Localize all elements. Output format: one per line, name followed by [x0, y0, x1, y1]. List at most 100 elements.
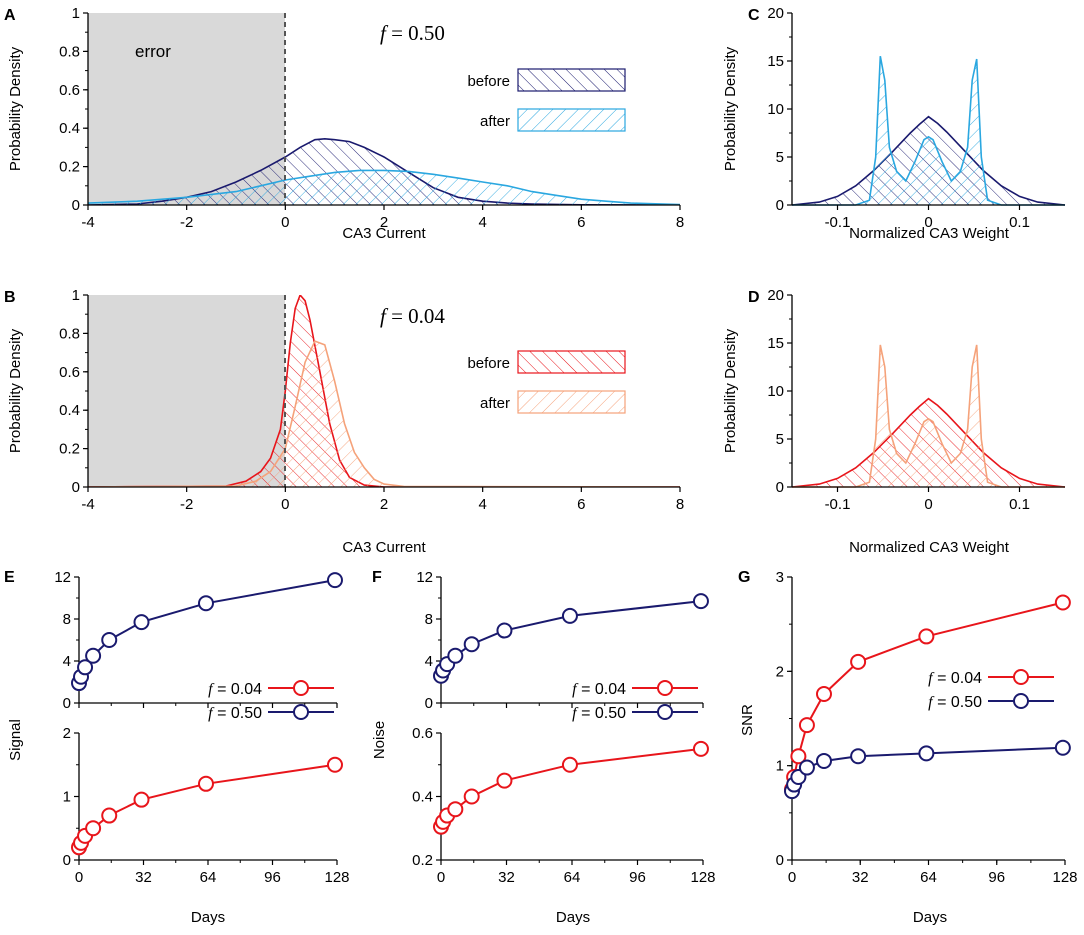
- x-tick-label: 0: [281, 214, 289, 231]
- f-annotation: f = 0.04: [380, 304, 445, 328]
- legend-label: f = 0.50: [572, 705, 626, 722]
- x-tick-label: 0: [437, 869, 445, 886]
- x-axis-label: Days: [913, 909, 947, 926]
- y-tick-label: 1: [776, 758, 784, 775]
- y-tick-label: 5: [776, 431, 784, 448]
- data-point: [790, 748, 807, 765]
- data-point: [101, 807, 118, 824]
- legend-label-after: after: [480, 395, 510, 412]
- density-line-before: [791, 115, 1066, 206]
- y-axis-label: Probability Density: [722, 46, 739, 171]
- y-tick-label: 10: [767, 383, 784, 400]
- y-tick-label: 4: [63, 653, 71, 670]
- error-region: [88, 295, 285, 487]
- x-tick-label: 64: [920, 869, 937, 886]
- y-tick-label: 0.4: [59, 402, 80, 419]
- y-tick-label: 1: [72, 5, 80, 22]
- legend-f-symbol: f: [208, 705, 215, 722]
- legend-label: f = 0.04: [208, 681, 262, 698]
- y-tick-label: 0: [72, 197, 80, 214]
- panel-letter-g: G: [738, 569, 750, 586]
- data-point: [326, 572, 343, 589]
- legend-swatch-after: [517, 108, 626, 132]
- y-axis-label: Probability Density: [7, 46, 24, 171]
- x-tick-label: 0: [281, 496, 289, 513]
- y-tick-label: 20: [767, 5, 784, 22]
- y-tick-label: 2: [63, 725, 71, 742]
- y-tick-label: 0: [72, 479, 80, 496]
- x-axis-label: CA3 Current: [342, 225, 426, 242]
- y-tick-label: 8: [63, 611, 71, 628]
- legend-label: f = 0.50: [928, 694, 982, 711]
- x-tick-label: -2: [180, 214, 193, 231]
- y-tick-label: 20: [767, 287, 784, 304]
- data-point: [463, 636, 480, 653]
- x-tick-label: 8: [676, 214, 684, 231]
- x-axis-label: CA3 Current: [342, 539, 426, 556]
- legend-f-symbol: f: [928, 694, 935, 711]
- y-tick-label: 1: [63, 789, 71, 806]
- x-tick-label: 0: [75, 869, 83, 886]
- density-area-after: [792, 56, 1065, 206]
- data-point: [850, 653, 867, 670]
- data-point: [496, 622, 513, 639]
- density-line-before: [791, 397, 1066, 488]
- x-tick-label: -4: [81, 496, 94, 513]
- data-point: [1054, 594, 1071, 611]
- x-axis-label: Days: [191, 909, 225, 926]
- panel-c: -0.1 0 0.1 0 5 10 15 20 Normalized CA3 Weight P…: [722, 5, 1066, 242]
- data-point: [326, 756, 343, 773]
- legend-f-value: = 0.04: [577, 681, 626, 698]
- density-line-after: [792, 56, 1065, 206]
- x-tick-label: 32: [852, 869, 869, 886]
- x-axis-label: Days: [556, 909, 590, 926]
- data-point: [798, 759, 815, 776]
- y-axis-label: Signal: [7, 719, 24, 761]
- density-area-after: [88, 170, 680, 205]
- data-point: [918, 628, 935, 645]
- legend-marker: [657, 680, 673, 696]
- panel-letter-f: F: [372, 569, 382, 586]
- y-tick-label: 0: [776, 479, 784, 496]
- y-tick-label: 12: [54, 569, 71, 586]
- data-point: [1054, 739, 1071, 756]
- x-tick-label: 6: [577, 496, 585, 513]
- y-tick-label: 15: [767, 335, 784, 352]
- data-point: [85, 820, 102, 837]
- legend-f-symbol: f: [208, 681, 215, 698]
- panel-d: -0.1 0 0.1 0 5 10 15 20 Normalized CA3 Weight P…: [722, 287, 1066, 556]
- y-tick-label: 0.2: [59, 441, 80, 458]
- data-point: [561, 607, 578, 624]
- density-area-after: [792, 344, 1065, 487]
- legend-marker: [1013, 669, 1029, 685]
- data-point: [918, 745, 935, 762]
- x-tick-label: -4: [81, 214, 94, 231]
- y-axis-label: Probability Density: [722, 328, 739, 453]
- y-tick-label: 0.8: [59, 43, 80, 60]
- legend-swatch-before: [517, 68, 626, 92]
- data-point: [815, 752, 832, 769]
- legend-label-before: before: [467, 355, 510, 372]
- y-tick-label: 0.4: [412, 789, 433, 806]
- data-point: [798, 717, 815, 734]
- legend-label-before: before: [467, 73, 510, 90]
- y-tick-label: 4: [425, 653, 433, 670]
- panel-b: -4 -2 0 2 4 6 800.20.40.60.81 f = 0.04 before …: [7, 287, 684, 556]
- x-tick-label: 32: [498, 869, 515, 886]
- x-tick-label: 6: [577, 214, 585, 231]
- x-tick-label: -2: [180, 496, 193, 513]
- y-tick-label: 10: [767, 101, 784, 118]
- x-tick-label: 96: [629, 869, 646, 886]
- f-symbol: f: [380, 21, 389, 45]
- x-tick-label: 2: [380, 496, 388, 513]
- panel-a: error -4 -2 0 2 4 6 8 0 0.2 0.4 0.6 0.8 1 f = 0.50 b…: [7, 5, 684, 242]
- density-line-after: [88, 169, 680, 205]
- y-tick-label: 0.6: [412, 725, 433, 742]
- y-tick-label: 0.6: [59, 82, 80, 99]
- x-tick-label: 64: [200, 869, 217, 886]
- y-tick-label: 0.4: [59, 120, 80, 137]
- y-tick-label: 12: [416, 569, 433, 586]
- legend-f-symbol: f: [928, 670, 935, 687]
- data-point: [197, 775, 214, 792]
